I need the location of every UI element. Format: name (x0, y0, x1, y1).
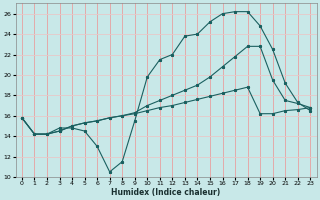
X-axis label: Humidex (Indice chaleur): Humidex (Indice chaleur) (111, 188, 221, 197)
